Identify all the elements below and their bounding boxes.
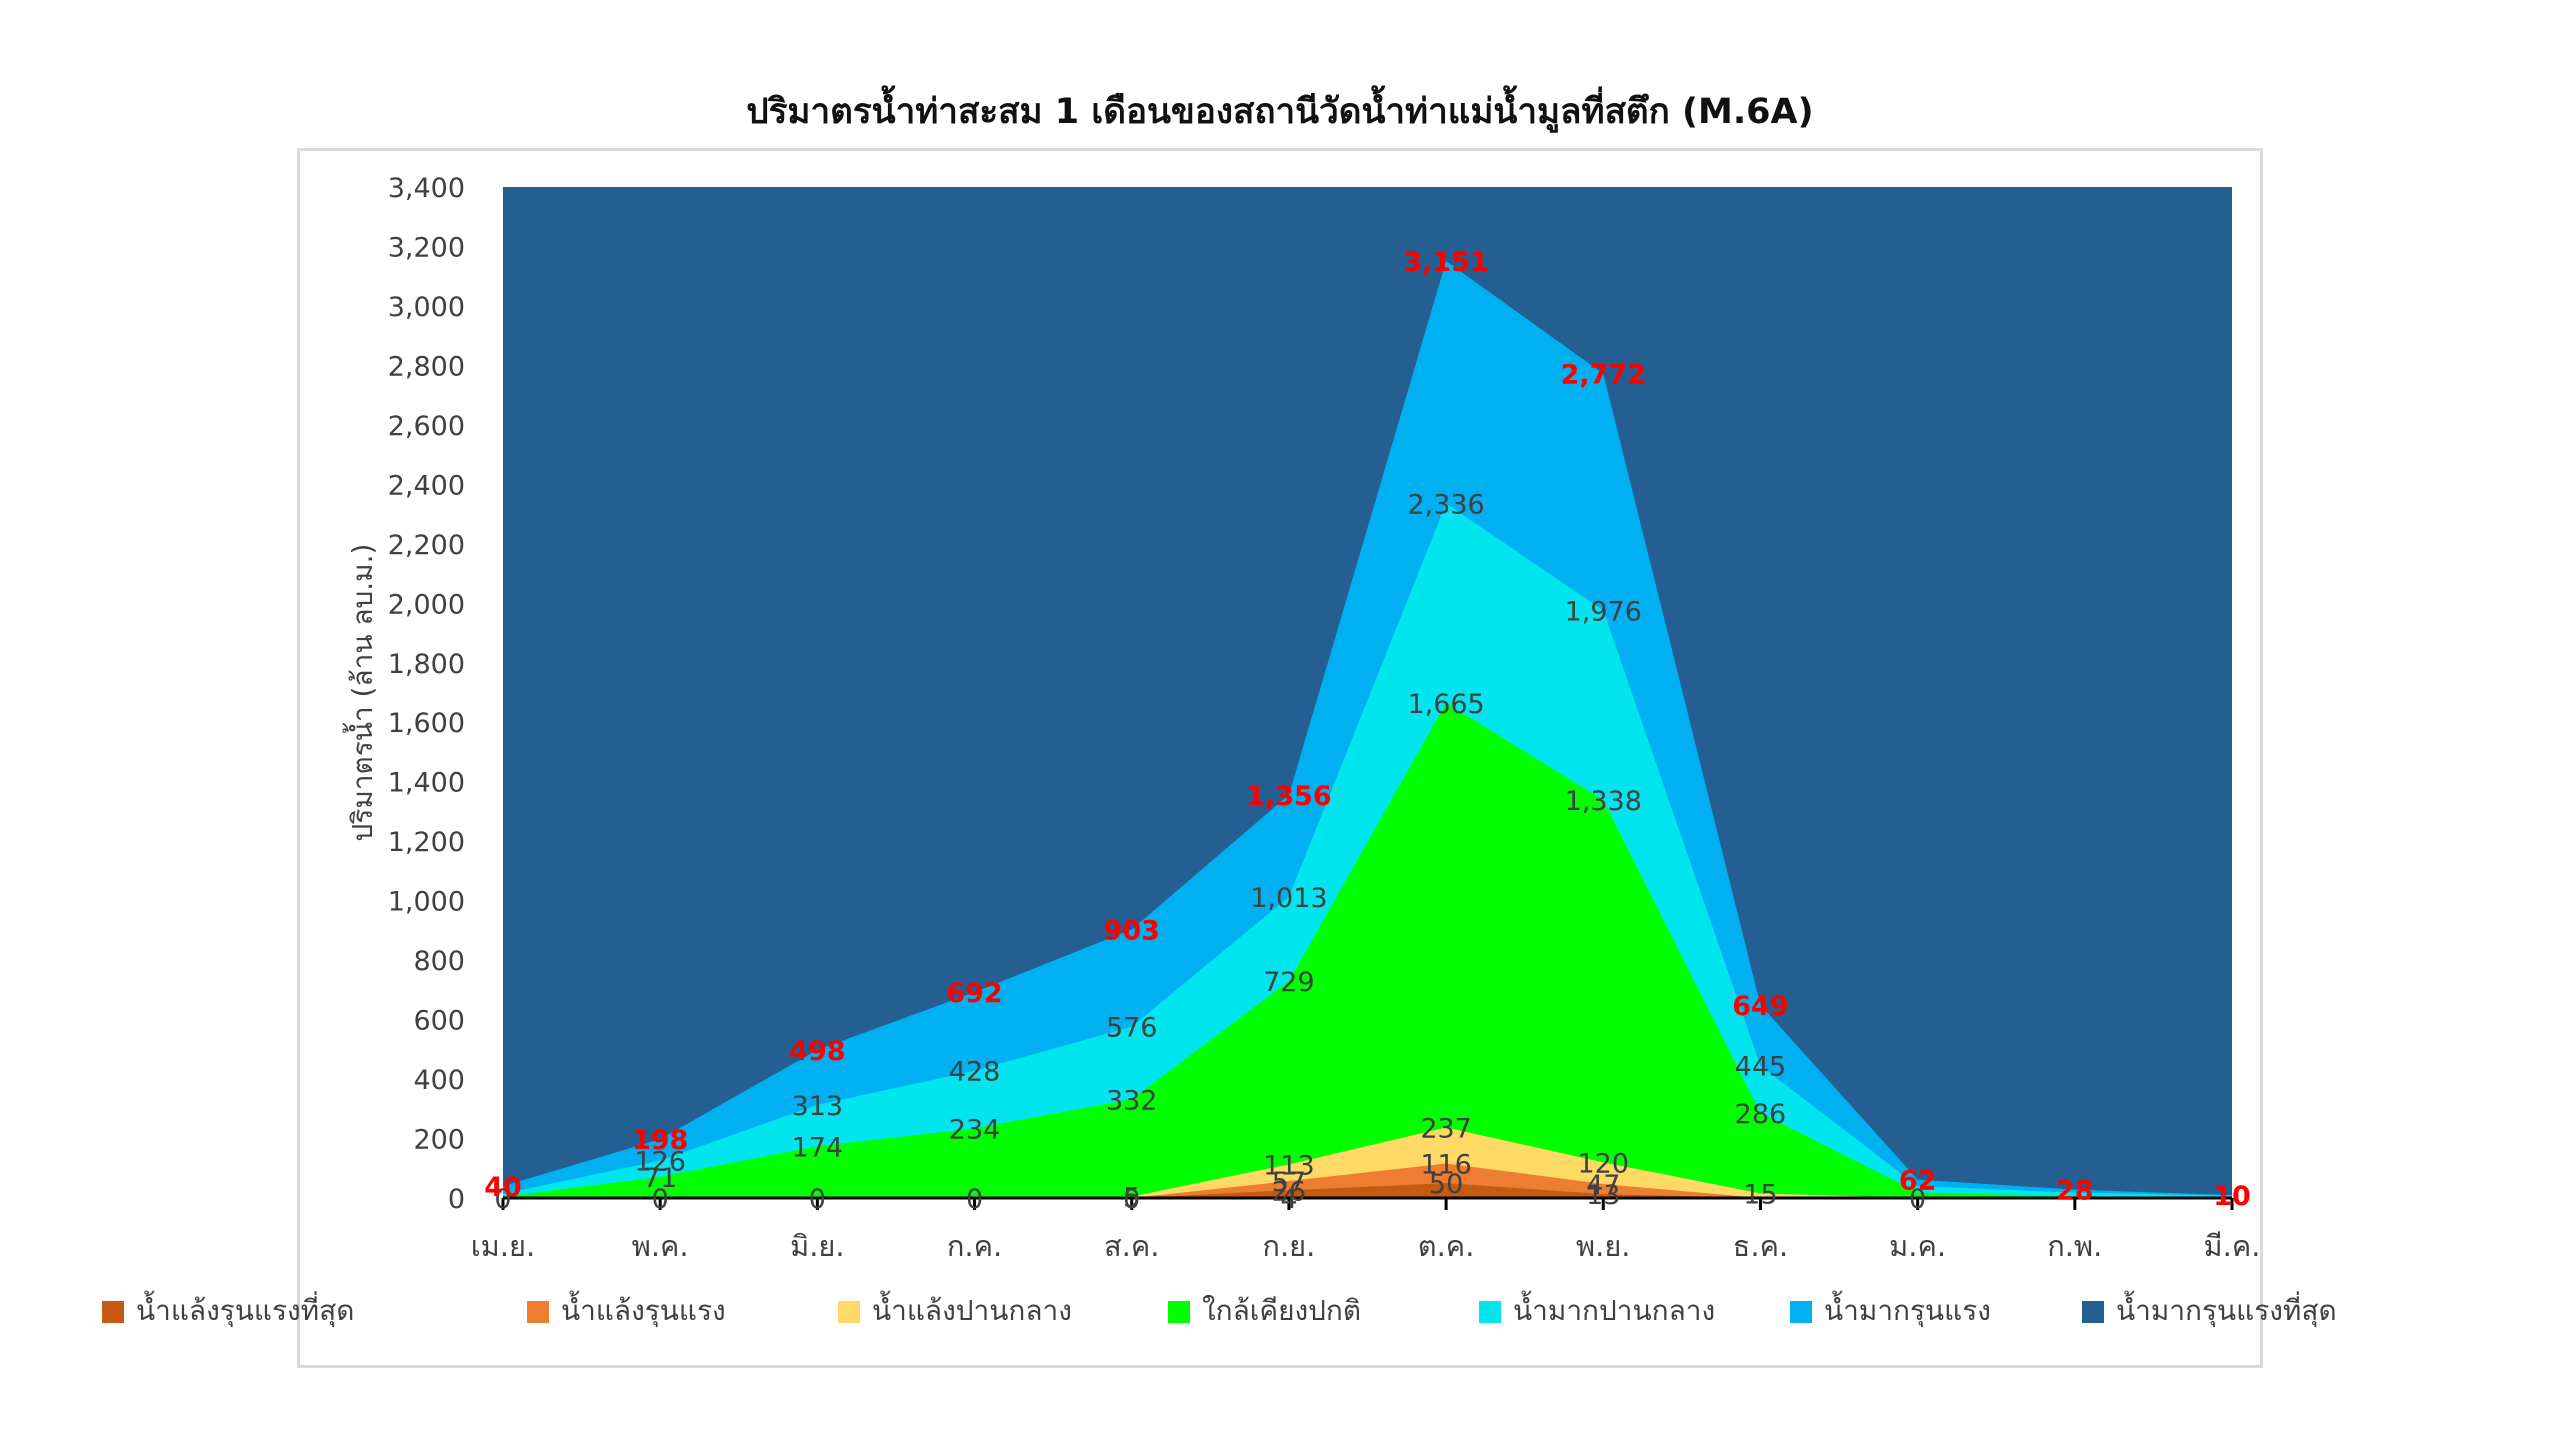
x-tick-label: ต.ค. [1418, 1229, 1475, 1263]
baseline-label: 0 [966, 1184, 983, 1215]
data-label-series-1: 57 [1272, 1167, 1306, 1198]
data-label-series-4: 1,013 [1250, 883, 1327, 914]
data-label-series-5: 3,151 [1403, 247, 1488, 278]
chart-title: ปริมาตรน้ำท่าสะสม 1 เดือนของสถานีวัดน้ำท… [746, 92, 1814, 132]
area-series-0 [503, 1183, 2232, 1198]
y-tick-label: 3,000 [388, 292, 465, 323]
y-tick-label: 800 [413, 946, 465, 977]
legend-swatch [2082, 1301, 2104, 1323]
legend-swatch [838, 1301, 860, 1323]
legend-swatch [1790, 1301, 1812, 1323]
legend-swatch [1479, 1301, 1501, 1323]
area-series-1 [503, 1163, 2232, 1198]
baseline-label: 0 [494, 1184, 511, 1215]
data-label-series-3: 174 [792, 1132, 844, 1163]
data-label-series-2: 237 [1420, 1114, 1472, 1145]
legend-label: น้ำมากปานกลาง [1513, 1290, 1715, 1327]
data-label-series-4: 2,336 [1407, 489, 1484, 520]
data-label-series-5: 1,356 [1246, 781, 1331, 812]
baseline-label: 4 [1280, 1184, 1297, 1215]
legend-label: น้ำแล้งรุนแรงที่สุด [136, 1290, 354, 1328]
legend-label: น้ำแล้งรุนแรง [561, 1290, 726, 1328]
x-tick-label: ก.พ. [2047, 1229, 2102, 1263]
data-label-series-5: 498 [789, 1036, 845, 1067]
data-label-series-0: 13 [1586, 1180, 1620, 1211]
data-label-series-3: 71 [643, 1163, 677, 1194]
x-tick-label: ก.ย. [1262, 1229, 1315, 1263]
area-series-3 [503, 702, 2232, 1198]
x-tick-label: ส.ค. [1104, 1229, 1160, 1263]
baseline-label: 0 [1123, 1184, 1140, 1215]
data-label-series-2: 120 [1577, 1148, 1629, 1179]
y-tick-label: 600 [413, 1006, 465, 1037]
data-label-series-2: 5 [1123, 1183, 1140, 1214]
data-label-series-3: 234 [949, 1114, 1001, 1145]
x-tick-label: ธ.ค. [1733, 1229, 1789, 1263]
data-label-series-5: 28 [2056, 1176, 2094, 1207]
data-label-series-5: 2,772 [1561, 360, 1646, 391]
data-label-series-3: 1,338 [1565, 786, 1642, 817]
y-tick-label: 3,400 [388, 173, 465, 204]
data-label-series-4: 126 [634, 1147, 686, 1178]
y-tick-label: 1,600 [388, 708, 465, 739]
x-tick-label: พ.ค. [632, 1229, 689, 1263]
baseline-label: 0 [1909, 1184, 1926, 1215]
data-label-series-5: 198 [632, 1125, 688, 1156]
data-label-series-5: 692 [946, 978, 1002, 1009]
legend-label: น้ำแล้งปานกลาง [872, 1290, 1072, 1327]
data-label-series-4: 313 [792, 1091, 844, 1122]
x-tick-label: มิ.ย. [790, 1229, 845, 1263]
data-label-series-5: 40 [484, 1172, 522, 1203]
area-series-2 [503, 1127, 2232, 1198]
data-label-series-2: 113 [1263, 1150, 1315, 1181]
y-tick-label: 1,200 [388, 827, 465, 858]
y-tick-label: 200 [413, 1125, 465, 1156]
data-label-series-3: 729 [1263, 967, 1315, 998]
x-tick-label: มี.ค. [2204, 1229, 2261, 1263]
x-tick-label: ก.ค. [947, 1229, 1002, 1263]
y-tick-label: 2,200 [388, 530, 465, 561]
y-tick-label: 3,200 [388, 232, 465, 263]
data-label-series-1: 47 [1586, 1170, 1620, 1201]
data-label-series-5: 903 [1104, 915, 1160, 946]
data-label-series-0: 26 [1272, 1176, 1306, 1207]
data-label-series-5: 10 [2213, 1181, 2251, 1212]
legend-swatch [1168, 1301, 1190, 1323]
y-tick-label: 2,000 [388, 589, 465, 620]
y-tick-label: 1,000 [388, 887, 465, 918]
data-label-series-3: 286 [1735, 1099, 1787, 1130]
legend-swatch [527, 1301, 549, 1323]
data-label-series-0: 50 [1429, 1169, 1463, 1200]
data-label-series-4: 1,976 [1565, 596, 1642, 627]
data-label-series-1: 116 [1420, 1150, 1472, 1181]
legend-swatch [102, 1301, 124, 1323]
legend-label: น้ำมากรุนแรงที่สุด [2116, 1290, 2337, 1328]
data-label-series-4: 445 [1735, 1052, 1787, 1083]
legend-label: ใกล้เคียงปกติ [1202, 1294, 1361, 1327]
baseline-label: 0 [652, 1184, 669, 1215]
baseline-label: 0 [809, 1184, 826, 1215]
y-tick-label: 400 [413, 1065, 465, 1096]
y-tick-label: 2,800 [388, 351, 465, 382]
data-label-series-4: 428 [949, 1057, 1001, 1088]
y-tick-label: 2,400 [388, 470, 465, 501]
y-tick-label: 1,800 [388, 649, 465, 680]
x-tick-label: ม.ค. [1889, 1229, 1946, 1263]
data-label-series-5: 62 [1899, 1166, 1937, 1197]
y-tick-label: 0 [448, 1184, 465, 1215]
x-tick-label: พ.ย. [1576, 1229, 1631, 1263]
y-tick-label: 2,600 [388, 411, 465, 442]
legend-label: น้ำมากรุนแรง [1824, 1290, 1991, 1328]
data-label-series-3: 332 [1106, 1085, 1158, 1116]
data-label-series-4: 576 [1106, 1013, 1158, 1044]
x-tick-label: เม.ย. [471, 1229, 535, 1263]
y-axis-title: ปริมาตรน้ำ (ล้าน ลบ.ม.) [342, 544, 379, 842]
data-label-series-3: 1,665 [1407, 689, 1484, 720]
y-tick-label: 1,400 [388, 768, 465, 799]
data-label-series-2: 15 [1743, 1180, 1777, 1211]
data-label-series-5: 649 [1732, 991, 1788, 1022]
